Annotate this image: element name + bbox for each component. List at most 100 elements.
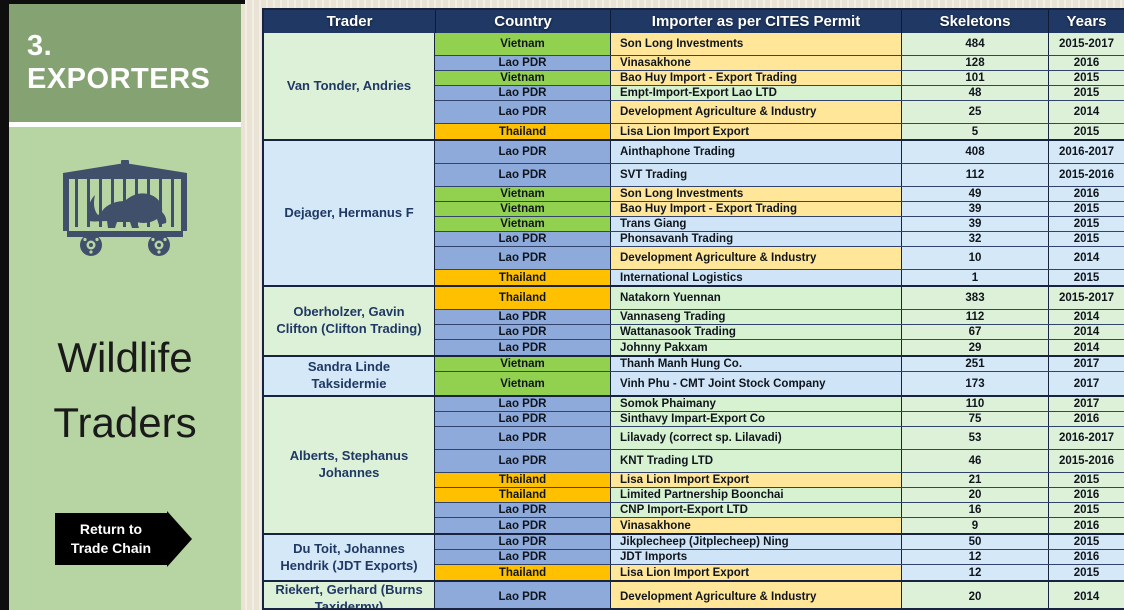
years-cell: 2015 [1048,565,1124,580]
importer-cell: Thanh Manh Hung Co. [610,357,901,371]
table-row: Vietnam Son Long Investments 484 2015-2017 [435,33,1124,56]
table-row: Vietnam Son Long Investments 49 2016 [435,187,1124,202]
years-cell: 2015 [1048,71,1124,85]
table-row: Lao PDR Vinasakhone 128 2016 [435,56,1124,71]
section-banner: 3. EXPORTERS [9,4,241,127]
years-cell: 2015-2016 [1048,450,1124,472]
return-to-trade-chain-button[interactable]: Return to Trade Chain [55,511,192,567]
importer-cell: Somok Phaimany [610,397,901,411]
years-cell: 2016-2017 [1048,427,1124,449]
table-row: Vietnam Trans Giang 39 2015 [435,217,1124,232]
importer-cell: International Logistics [610,270,901,285]
section-rows: Vietnam Son Long Investments 484 2015-2017 L… [435,33,1124,139]
importer-cell: Jikplecheep (Jitplecheep) Ning [610,535,901,549]
table-body: Van Tonder, Andries Vietnam Son Long Inves… [264,33,1124,608]
skeletons-cell: 128 [901,56,1048,70]
importer-cell: CNP Import-Export LTD [610,503,901,517]
years-cell: 2015 [1048,232,1124,246]
country-cell: Vietnam [435,372,610,395]
importer-cell: Empt-Import-Export Lao LTD [610,86,901,100]
country-cell: Lao PDR [435,397,610,411]
lion-cage-icon [63,160,187,256]
years-cell: 2016 [1048,56,1124,70]
years-cell: 2015 [1048,86,1124,100]
table-row: Thailand Natakorn Yuennan 383 2015-2017 [435,287,1124,310]
country-cell: Thailand [435,287,610,309]
table-row: Lao PDR Phonsavanh Trading 32 2015 [435,232,1124,247]
country-cell: Lao PDR [435,101,610,123]
table-header-row: Trader Country Importer as per CITES Permi… [264,10,1124,33]
trader-name-cell: Dejager, Hermanus F [264,141,435,285]
skeletons-cell: 408 [901,141,1048,163]
years-cell: 2016 [1048,488,1124,502]
skeletons-cell: 16 [901,503,1048,517]
country-cell: Lao PDR [435,141,610,163]
importer-cell: Phonsavanh Trading [610,232,901,246]
traders-table: Trader Country Importer as per CITES Permi… [262,8,1124,610]
skeletons-cell: 29 [901,340,1048,355]
skeletons-cell: 50 [901,535,1048,549]
trader-section: Sandra Linde Taksidermie Vietnam Thanh Man… [264,355,1124,395]
skeletons-cell: 9 [901,518,1048,533]
importer-cell: KNT Trading LTD [610,450,901,472]
years-cell: 2015-2016 [1048,164,1124,186]
country-cell: Lao PDR [435,535,610,549]
country-cell: Lao PDR [435,325,610,339]
sidebar-panel: Wildlife Traders Return to Trade Chain [9,127,241,610]
table-row: Lao PDR Vannaseng Trading 112 2014 [435,310,1124,325]
importer-cell: Vinasakhone [610,56,901,70]
trader-name-cell: Alberts, Stephanus Johannes [264,397,435,533]
table-row: Vietnam Thanh Manh Hung Co. 251 2017 [435,357,1124,372]
importer-cell: Son Long Investments [610,33,901,55]
importer-cell: Wattanasook Trading [610,325,901,339]
trader-section: Alberts, Stephanus Johannes Lao PDR Somok … [264,395,1124,533]
skeletons-cell: 173 [901,372,1048,395]
arrow-head-icon [167,511,192,567]
skeletons-cell: 484 [901,33,1048,55]
importer-cell: Vinasakhone [610,518,901,533]
column-header-importer-as-per-cites-permit: Importer as per CITES Permit [610,10,901,33]
years-cell: 2016 [1048,187,1124,201]
skeletons-cell: 32 [901,232,1048,246]
years-cell: 2014 [1048,340,1124,355]
country-cell: Lao PDR [435,503,610,517]
trader-name-cell: Van Tonder, Andries [264,33,435,139]
importer-cell: Bao Huy Import - Export Trading [610,202,901,216]
years-cell: 2016 [1048,550,1124,564]
section-banner-label: 3. EXPORTERS [27,30,211,95]
table-row: Thailand Lisa Lion Import Export 21 2015 [435,473,1124,488]
table-row: Lao PDR Jikplecheep (Jitplecheep) Ning 50 2… [435,535,1124,550]
table-row: Lao PDR Lilavady (correct sp. Lilavadi) 53… [435,427,1124,450]
column-header-years: Years [1048,10,1124,33]
skeletons-cell: 112 [901,164,1048,186]
column-header-country: Country [435,10,610,33]
importer-cell: Natakorn Yuennan [610,287,901,309]
table-row: Lao PDR KNT Trading LTD 46 2015-2016 [435,450,1124,473]
importer-cell: Development Agriculture & Industry [610,101,901,123]
table-row: Lao PDR Ainthaphone Trading 408 2016-2017 [435,141,1124,164]
section-rows: Lao PDR Somok Phaimany 110 2017 Lao PDR Sinth… [435,397,1124,533]
skeletons-cell: 112 [901,310,1048,324]
country-cell: Lao PDR [435,450,610,472]
trader-section: Dejager, Hermanus F Lao PDR Ainthaphone Tr… [264,139,1124,285]
section-rows: Lao PDR Ainthaphone Trading 408 2016-2017 La… [435,141,1124,285]
table-row: Lao PDR Wattanasook Trading 67 2014 [435,325,1124,340]
skeletons-cell: 48 [901,86,1048,100]
skeletons-cell: 1 [901,270,1048,285]
importer-cell: Vannaseng Trading [610,310,901,324]
table-row: Lao PDR Empt-Import-Export Lao LTD 48 2015 [435,86,1124,101]
trader-section: Du Toit, Johannes Hendrik (JDT Exports) L… [264,533,1124,580]
country-cell: Vietnam [435,71,610,85]
table-row: Lao PDR Development Agriculture & Industr… [435,247,1124,270]
skeletons-cell: 383 [901,287,1048,309]
importer-cell: Lisa Lion Import Export [610,565,901,580]
skeletons-cell: 39 [901,217,1048,231]
country-cell: Lao PDR [435,427,610,449]
years-cell: 2015 [1048,270,1124,285]
importer-cell: Development Agriculture & Industry [610,247,901,269]
table-row: Thailand Lisa Lion Import Export 12 2015 [435,565,1124,580]
country-cell: Lao PDR [435,550,610,564]
importer-cell: Johnny Pakxam [610,340,901,355]
years-cell: 2016 [1048,412,1124,426]
importer-cell: Lilavady (correct sp. Lilavadi) [610,427,901,449]
